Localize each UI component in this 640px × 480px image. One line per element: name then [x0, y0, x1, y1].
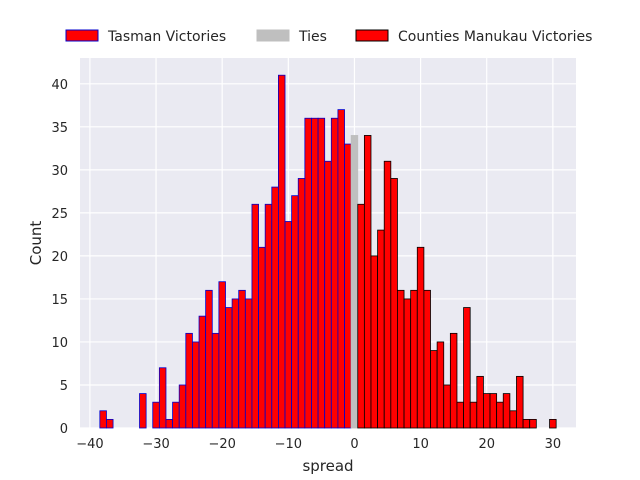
- x-axis-ticks: −40 −30 −20 −10 0 10 20 30: [76, 437, 561, 452]
- x-tick-label: 20: [478, 437, 495, 452]
- y-axis-label: Count: [27, 221, 45, 266]
- bar-series-0: [297, 178, 306, 429]
- bar-series-2: [502, 393, 511, 429]
- bar-series-0: [172, 401, 180, 429]
- bar-series-2: [476, 375, 484, 429]
- bar-series-0: [185, 332, 193, 429]
- bar-series-2: [423, 289, 431, 429]
- bar-series-2: [403, 298, 412, 429]
- bar-series-0: [277, 74, 286, 429]
- bar-series-0: [271, 186, 279, 429]
- legend-label: Counties Manukau Victories: [398, 29, 592, 45]
- bar-series-0: [258, 246, 266, 429]
- bar-series-2: [436, 341, 445, 429]
- y-tick-label: 5: [60, 379, 68, 394]
- legend-swatch: [65, 29, 99, 42]
- bar-series-0: [317, 117, 326, 429]
- bar-series-2: [443, 384, 451, 429]
- bar-series-0: [304, 117, 312, 429]
- bar-series-2: [410, 289, 418, 429]
- legend-label: Tasman Victories: [107, 29, 226, 45]
- bar-series-2: [416, 246, 425, 429]
- bar-series-2: [469, 401, 478, 429]
- x-tick-label: −20: [208, 437, 235, 452]
- bar-series-0: [238, 289, 246, 429]
- bar-series-0: [165, 418, 173, 429]
- y-tick-label: 30: [51, 164, 68, 179]
- bar-series-2: [357, 203, 365, 429]
- bar-series-0: [139, 393, 147, 429]
- bar-series-2: [377, 229, 385, 429]
- x-tick-label: −30: [142, 437, 169, 452]
- bar-series-0: [192, 341, 200, 429]
- bar-series-0: [152, 401, 160, 429]
- bar-series-0: [211, 332, 220, 429]
- bar-series-0: [324, 160, 332, 429]
- bar-series-2: [549, 418, 557, 429]
- x-tick-label: 0: [350, 437, 358, 452]
- legend-label: Ties: [298, 29, 327, 45]
- bar-series-0: [244, 298, 253, 429]
- bar-series-2: [397, 289, 405, 429]
- bar-series-0: [284, 221, 293, 429]
- bar-series-2: [390, 178, 398, 429]
- y-tick-label: 15: [51, 293, 68, 308]
- bar-series-0: [99, 410, 107, 429]
- legend-swatch: [355, 29, 389, 42]
- x-tick-label: 30: [545, 437, 562, 452]
- legend: Tasman Victories Ties Counties Manukau Vic…: [65, 29, 592, 45]
- bar-series-2: [430, 350, 438, 429]
- bar-series-2: [449, 332, 458, 429]
- bar-series-0: [337, 109, 345, 429]
- bar-series-0: [344, 143, 352, 429]
- bar-series-0: [311, 117, 319, 429]
- bar-series-0: [106, 418, 114, 429]
- bar-series-0: [218, 281, 226, 429]
- bar-series-0: [225, 307, 233, 429]
- x-tick-label: −10: [275, 437, 302, 452]
- bar-series-0: [291, 195, 299, 429]
- bar-series-0: [158, 367, 167, 429]
- bar-series-0: [178, 384, 187, 429]
- bar-series-1: [350, 135, 359, 429]
- bar-series-2: [370, 255, 378, 429]
- bar-series-2: [529, 418, 537, 429]
- bar-series-0: [198, 315, 207, 429]
- bar-series-2: [463, 307, 471, 429]
- y-tick-label: 0: [60, 422, 68, 437]
- bar-series-2: [483, 393, 491, 429]
- bar-series-2: [516, 375, 524, 429]
- y-tick-label: 20: [51, 250, 68, 265]
- bar-series-2: [489, 393, 498, 429]
- bar-series-2: [456, 401, 464, 429]
- bar-series-0: [264, 203, 273, 429]
- y-tick-label: 40: [51, 78, 68, 93]
- y-tick-label: 10: [51, 336, 68, 351]
- y-tick-label: 25: [51, 207, 68, 222]
- bar-series-2: [383, 160, 392, 429]
- bar-series-2: [522, 418, 531, 429]
- bar-series-0: [231, 298, 240, 429]
- bar-series-2: [509, 410, 517, 429]
- x-axis-label: spread: [302, 457, 353, 475]
- bar-series-0: [205, 289, 213, 429]
- legend-swatch: [256, 29, 290, 42]
- bar-series-0: [330, 117, 339, 429]
- x-tick-label: 10: [412, 437, 429, 452]
- bar-series-2: [496, 401, 504, 429]
- y-axis-ticks: 0 5 10 15 20 25 30 35 40: [51, 78, 68, 437]
- x-tick-label: −40: [76, 437, 103, 452]
- y-tick-label: 35: [51, 121, 68, 136]
- bar-series-2: [363, 135, 372, 429]
- bars: [99, 74, 557, 429]
- bar-series-0: [251, 203, 259, 429]
